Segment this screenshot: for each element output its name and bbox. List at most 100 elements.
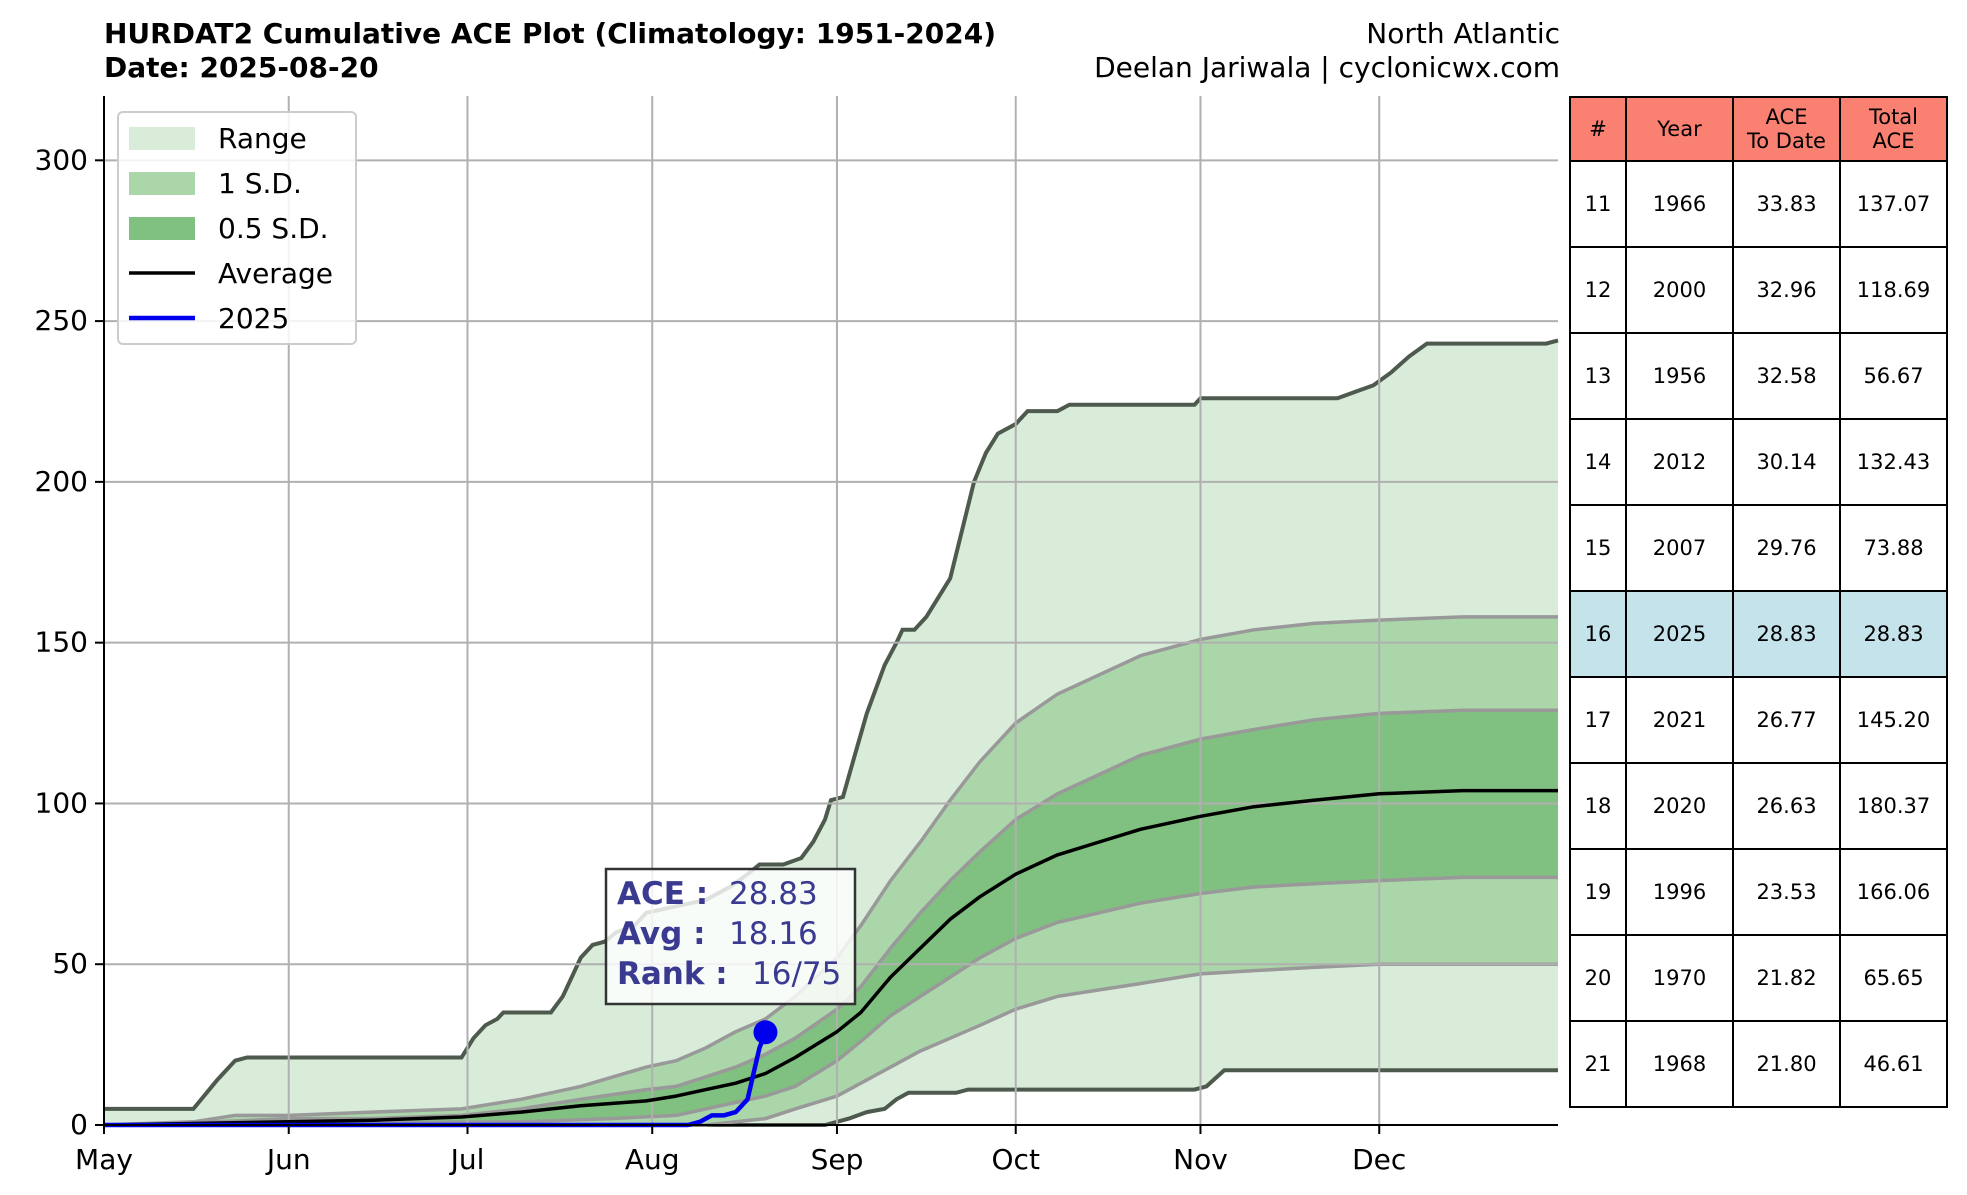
- x-tick-label: Jul: [449, 1143, 485, 1176]
- cell-rank: 11: [1569, 160, 1627, 248]
- annotation-avg-label: Avg :: [617, 916, 705, 952]
- cell-ace-to-date: 23.53: [1732, 848, 1841, 936]
- col-header-total-ace: Total ACE: [1839, 96, 1948, 162]
- ace-rank-table: # Year ACE To Date Total ACE 11 1966 33.83…: [1569, 96, 1948, 1108]
- cell-ace-to-date: 32.96: [1732, 246, 1841, 334]
- cell-year: 2020: [1625, 762, 1734, 850]
- legend-label-2025: 2025: [218, 302, 289, 335]
- legend-layer: Range 1 S.D. 0.5 S.D. Average 2025: [117, 111, 357, 345]
- x-tick-label: Sep: [811, 1143, 864, 1176]
- x-tick-label: Jun: [265, 1143, 311, 1176]
- annotation-rank-value: 16/75: [752, 956, 841, 992]
- cell-total-ace: 56.67: [1839, 332, 1948, 420]
- table-row: 16 2025 28.83 28.83: [1569, 590, 1948, 678]
- cell-total-ace: 73.88: [1839, 504, 1948, 592]
- cell-year: 1956: [1625, 332, 1734, 420]
- cell-total-ace: 28.83: [1839, 590, 1948, 678]
- cell-ace-to-date: 26.77: [1732, 676, 1841, 764]
- cell-total-ace: 132.43: [1839, 418, 1948, 506]
- annotation-avg-value: 18.16: [729, 916, 818, 952]
- chart-date: Date: 2025-08-20: [104, 51, 379, 84]
- table-row: 14 2012 30.14 132.43: [1569, 418, 1948, 506]
- cell-ace-to-date: 33.83: [1732, 160, 1841, 248]
- cell-year: 1968: [1625, 1020, 1734, 1108]
- cell-year: 2000: [1625, 246, 1734, 334]
- x-tick-label: Dec: [1352, 1143, 1406, 1176]
- ace-chart: 0 50 100 150 200 250 300 May Jun Jul Aug Sep Oct Nov D…: [35, 96, 1559, 1176]
- annotation-box: [604, 867, 857, 1006]
- cell-year: 2025: [1625, 590, 1734, 678]
- x-tick-label: Oct: [992, 1143, 1040, 1176]
- x-tick-label: Nov: [1173, 1143, 1228, 1176]
- cell-rank: 17: [1569, 676, 1627, 764]
- band-range-lower-edge: [104, 1068, 1558, 1127]
- cell-total-ace: 46.61: [1839, 1020, 1948, 1108]
- table-header-row: # Year ACE To Date Total ACE: [1569, 96, 1948, 162]
- band-range-upper-edge: [104, 338, 1559, 1111]
- cell-ace-to-date: 21.82: [1732, 934, 1841, 1022]
- table-row: 20 1970 21.82 65.65: [1569, 934, 1948, 1022]
- cell-ace-to-date: 26.63: [1732, 762, 1841, 850]
- legend-swatch-range: [129, 127, 195, 150]
- col-header-year: Year: [1625, 96, 1734, 162]
- y-tick-label: 250: [35, 304, 88, 337]
- region-label: North Atlantic: [1366, 17, 1560, 50]
- cell-total-ace: 145.20: [1839, 676, 1948, 764]
- cell-year: 2021: [1625, 676, 1734, 764]
- band-0-5-s-d: [104, 710, 1558, 1125]
- legend-label-1-s-d: 1 S.D.: [218, 167, 302, 200]
- cell-total-ace: 180.37: [1839, 762, 1948, 850]
- cell-ace-to-date: 32.58: [1732, 332, 1841, 420]
- chart-title: HURDAT2 Cumulative ACE Plot (Climatology…: [104, 17, 997, 50]
- cell-rank: 18: [1569, 762, 1627, 850]
- legend-swatch-1-s-d: [129, 172, 195, 195]
- table-row: 12 2000 32.96 118.69: [1569, 246, 1948, 334]
- table-row: 17 2021 26.77 145.20: [1569, 676, 1948, 764]
- band-layer: [103, 338, 1559, 1127]
- line-layer: [103, 788, 1558, 1128]
- band-1-s-d-lower-edge: [104, 962, 1558, 1127]
- cell-ace-to-date: 28.83: [1732, 590, 1841, 678]
- table-row: 15 2007 29.76 73.88: [1569, 504, 1948, 592]
- legend-label-average: Average: [218, 257, 333, 290]
- x-tick-label: Aug: [625, 1143, 680, 1176]
- cell-ace-to-date: 30.14: [1732, 418, 1841, 506]
- cell-year: 2007: [1625, 504, 1734, 592]
- cell-total-ace: 166.06: [1839, 848, 1948, 936]
- cell-ace-to-date: 21.80: [1732, 1020, 1841, 1108]
- series-line-average: [103, 788, 1558, 1127]
- cell-total-ace: 118.69: [1839, 246, 1948, 334]
- cell-ace-to-date: 29.76: [1732, 504, 1841, 592]
- cell-year: 1970: [1625, 934, 1734, 1022]
- table-row: 13 1956 32.58 56.67: [1569, 332, 1948, 420]
- legend-swatch-0-5-s-d: [129, 217, 195, 240]
- cell-rank: 16: [1569, 590, 1627, 678]
- cell-rank: 15: [1569, 504, 1627, 592]
- band-0-5-s-d-upper-edge: [103, 708, 1558, 1127]
- cell-year: 2012: [1625, 418, 1734, 506]
- annotation-rank-label: Rank :: [617, 956, 728, 992]
- annotation-ace-label: ACE :: [617, 876, 708, 912]
- cell-rank: 21: [1569, 1020, 1627, 1108]
- cell-total-ace: 65.65: [1839, 934, 1948, 1022]
- col-header-ace-to-date: ACE To Date: [1732, 96, 1841, 162]
- y-tick-label: 150: [35, 626, 88, 659]
- axes-layer: 0 50 100 150 200 250 300 May Jun Jul Aug Sep Oct Nov D…: [35, 96, 1558, 1176]
- cell-year: 1996: [1625, 848, 1734, 936]
- legend-box: [117, 111, 357, 345]
- y-tick-label: 100: [35, 786, 88, 819]
- cell-rank: 12: [1569, 246, 1627, 334]
- y-tick-label: 0: [70, 1108, 88, 1141]
- current-ace-marker: [753, 1020, 778, 1045]
- table-row: 11 1966 33.83 137.07: [1569, 160, 1948, 248]
- cell-year: 1966: [1625, 160, 1734, 248]
- y-tick-label: 50: [52, 947, 88, 980]
- x-tick-label: May: [75, 1143, 133, 1176]
- cell-rank: 13: [1569, 332, 1627, 420]
- cell-total-ace: 137.07: [1839, 160, 1948, 248]
- credit-label: Deelan Jariwala | cyclonicwx.com: [1094, 51, 1560, 84]
- table-row: 21 1968 21.80 46.61: [1569, 1020, 1948, 1108]
- legend-label-0-5-s-d: 0.5 S.D.: [218, 212, 329, 245]
- band-0-5-s-d-lower-edge: [103, 875, 1558, 1127]
